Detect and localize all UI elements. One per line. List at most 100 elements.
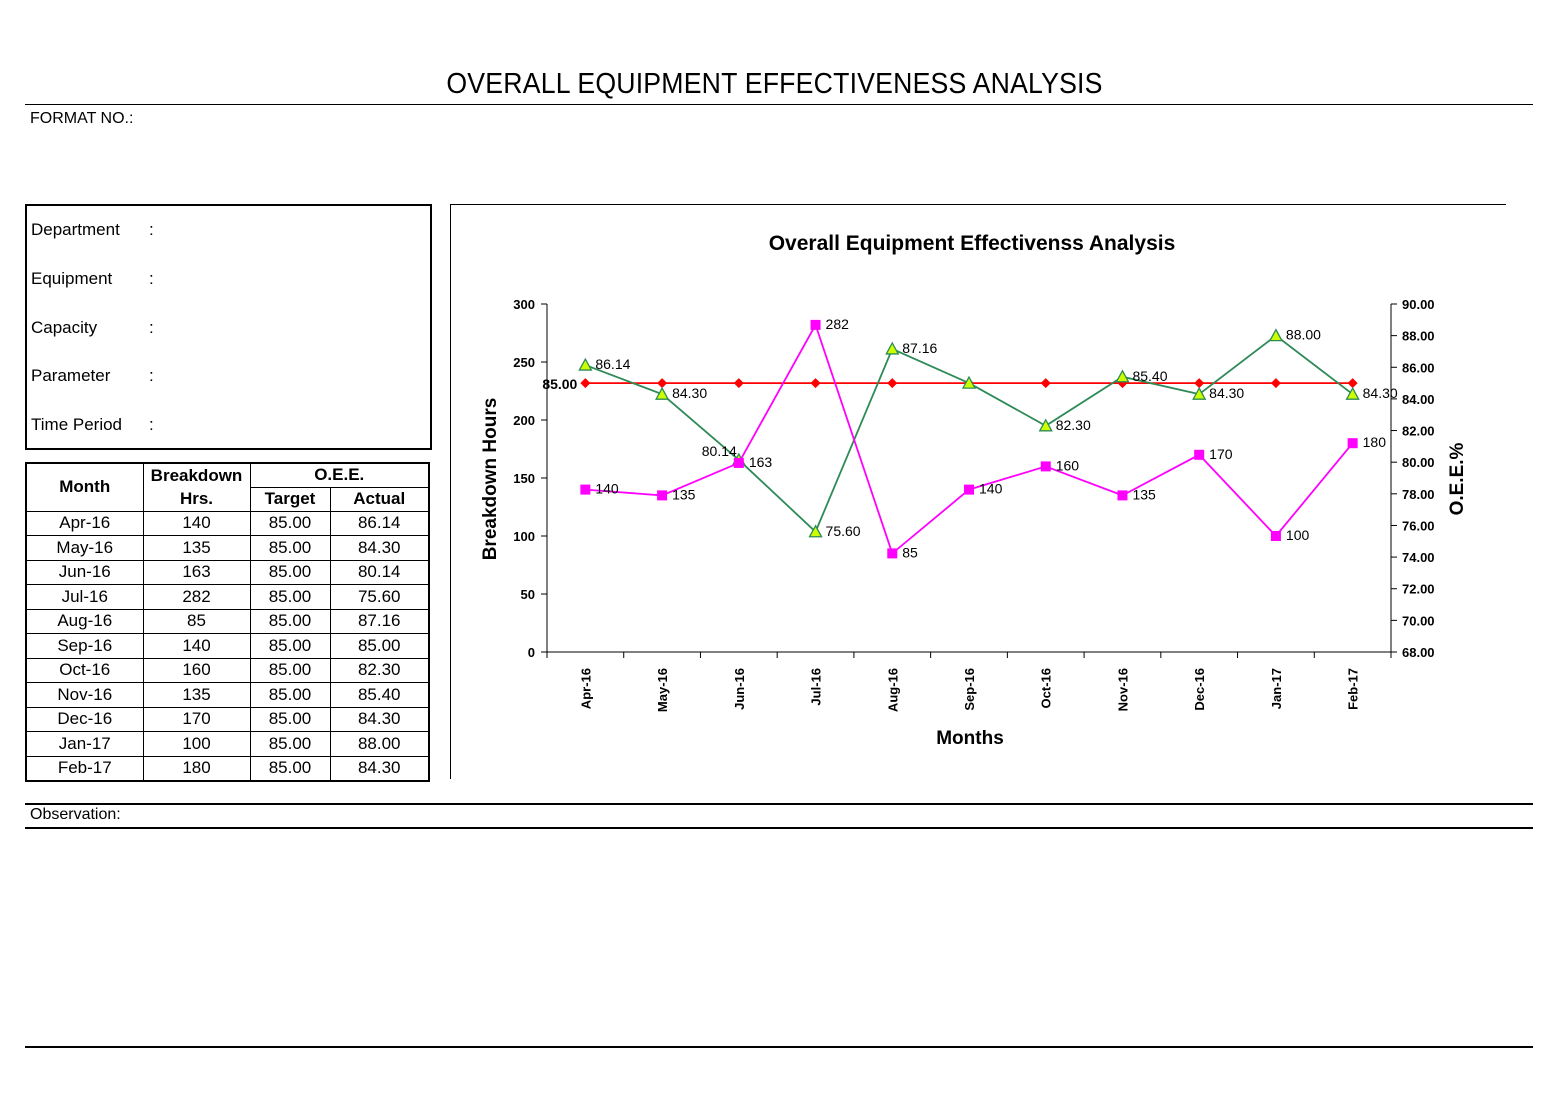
breakdown-marker [810, 319, 821, 330]
oee-actual-data-label: 85.40 [1132, 368, 1167, 384]
time-period-separator: : [149, 415, 154, 434]
breakdown-marker [1040, 461, 1051, 472]
info-row-time-period: Time Period: [31, 415, 154, 435]
y-tick-label: 250 [513, 355, 535, 370]
oee-chart: Overall Equipment Effectivenss Analysis … [480, 232, 1468, 749]
x-tick-label: Sep-16 [962, 668, 977, 711]
y-tick-label: 150 [513, 471, 535, 486]
oee-target-marker [1194, 378, 1205, 389]
table-row: Jul-16 282 85.00 75.60 [25, 584, 430, 610]
breakdown-hrs-cell: 180 [142, 755, 251, 781]
breakdown-hrs-cell: 100 [142, 731, 251, 757]
chart-title: Overall Equipment Effectivenss Analysis [769, 232, 1176, 255]
oee-actual-marker [1038, 418, 1053, 432]
month-cell: Nov-16 [25, 682, 144, 708]
x-tick-label: Jan-17 [1269, 668, 1284, 709]
breakdown-hrs-cell: 282 [142, 584, 251, 610]
month-cell: Apr-16 [25, 510, 144, 536]
y2-tick-label: 88.00 [1402, 329, 1435, 344]
month-cell: Sep-16 [25, 633, 144, 659]
breakdown-hrs-cell: 135 [142, 535, 251, 561]
oee-actual-marker [1268, 328, 1284, 342]
y-tick-label: 100 [513, 529, 535, 544]
breakdown-data-label: 180 [1363, 434, 1387, 450]
actual-header: Actual [329, 486, 430, 512]
format-no-label: FORMAT NO.: [30, 110, 134, 127]
actual-cell: 84.30 [329, 755, 430, 781]
target-cell: 85.00 [249, 633, 331, 659]
actual-cell: 75.60 [329, 584, 430, 610]
x-tick-label: Feb-17 [1346, 668, 1361, 710]
breakdown-header-line2: Hrs. [142, 487, 251, 512]
oee-actual-marker [961, 375, 977, 389]
actual-cell: 82.30 [329, 657, 430, 683]
table-row: Oct-16 160 85.00 82.30 [25, 657, 430, 683]
table-row: Jun-16 163 85.00 80.14 [25, 559, 430, 585]
oee-target-marker [887, 378, 898, 389]
oee-actual-data-label: 84.30 [1363, 385, 1398, 401]
y2-axis-label: O.E.E.% [1447, 442, 1468, 515]
y2-tick-label: 80.00 [1402, 455, 1435, 470]
oee-actual-marker [808, 524, 823, 538]
month-cell: Jun-16 [25, 559, 144, 585]
oee-actual-marker [1345, 386, 1360, 400]
table-row: Dec-16 170 85.00 84.30 [25, 706, 430, 732]
oee-actual-data-label: 84.30 [1209, 385, 1244, 401]
breakdown-marker [1117, 490, 1128, 501]
info-row-parameter: Parameter: [31, 366, 154, 386]
equipment-label: Equipment [31, 269, 113, 288]
oee-target-marker [733, 378, 744, 389]
info-row-capacity: Capacity: [31, 318, 154, 338]
actual-cell: 86.14 [329, 510, 430, 536]
y2-tick-label: 78.00 [1402, 487, 1435, 502]
target-cell: 85.00 [249, 510, 331, 536]
observation-label: Observation: [30, 806, 121, 823]
target-cell: 85.00 [249, 755, 331, 781]
x-tick-label: May-16 [655, 668, 670, 712]
department-separator: : [149, 220, 154, 239]
actual-cell: 84.30 [329, 706, 430, 732]
oee-actual-marker [1192, 386, 1207, 400]
breakdown-data-label: 85 [902, 544, 918, 560]
breakdown-data-label: 135 [672, 486, 696, 502]
breakdown-hrs-cell: 85 [142, 608, 251, 634]
breakdown-marker [887, 548, 898, 559]
month-header: Month [25, 462, 144, 512]
info-box: Department: Equipment: Capacity: Paramet… [25, 204, 432, 450]
oee-actual-data-label: 75.60 [826, 523, 861, 539]
chart-frame [450, 204, 1506, 779]
observation-divider [25, 827, 1533, 829]
month-cell: Feb-17 [25, 755, 144, 781]
breakdown-marker [1347, 438, 1358, 449]
y2-tick-label: 70.00 [1402, 613, 1435, 628]
y-tick-label: 0 [528, 645, 535, 660]
y2-tick-label: 86.00 [1402, 360, 1435, 375]
y-tick-label: 300 [513, 297, 535, 312]
oee-target-marker [580, 378, 591, 389]
x-tick-label: Dec-16 [1192, 668, 1207, 711]
oee-target-marker [1270, 378, 1281, 389]
target-cell: 85.00 [249, 559, 331, 585]
breakdown-marker [1270, 531, 1281, 541]
breakdown-data-label: 282 [826, 316, 850, 332]
oee-target-marker [810, 378, 821, 389]
oee-actual-data-label: 88.00 [1286, 327, 1321, 343]
actual-cell: 85.00 [329, 633, 430, 659]
y-tick-label: 50 [521, 587, 535, 602]
oee-target-marker [1040, 378, 1051, 389]
oee-actual-marker [885, 341, 900, 355]
target-cell: 85.00 [249, 731, 331, 757]
target-cell: 85.00 [249, 706, 331, 732]
info-row-department: Department: [31, 220, 154, 240]
breakdown-hours-series [585, 322, 1354, 555]
y2-tick-label: 76.00 [1402, 518, 1435, 533]
breakdown-data-label: 140 [979, 481, 1003, 497]
oee-actual-data-label: 87.16 [902, 340, 937, 356]
target-cell: 85.00 [249, 682, 331, 708]
parameter-separator: : [149, 366, 154, 385]
breakdown-hrs-cell: 140 [142, 510, 251, 536]
table-body: Apr-16 140 85.00 86.14 May-16 135 85.00 84.30 Ju… [25, 510, 430, 781]
oee-target-marker [1347, 378, 1358, 389]
breakdown-hrs-cell: 140 [142, 633, 251, 659]
breakdown-data-label: 140 [595, 481, 619, 497]
